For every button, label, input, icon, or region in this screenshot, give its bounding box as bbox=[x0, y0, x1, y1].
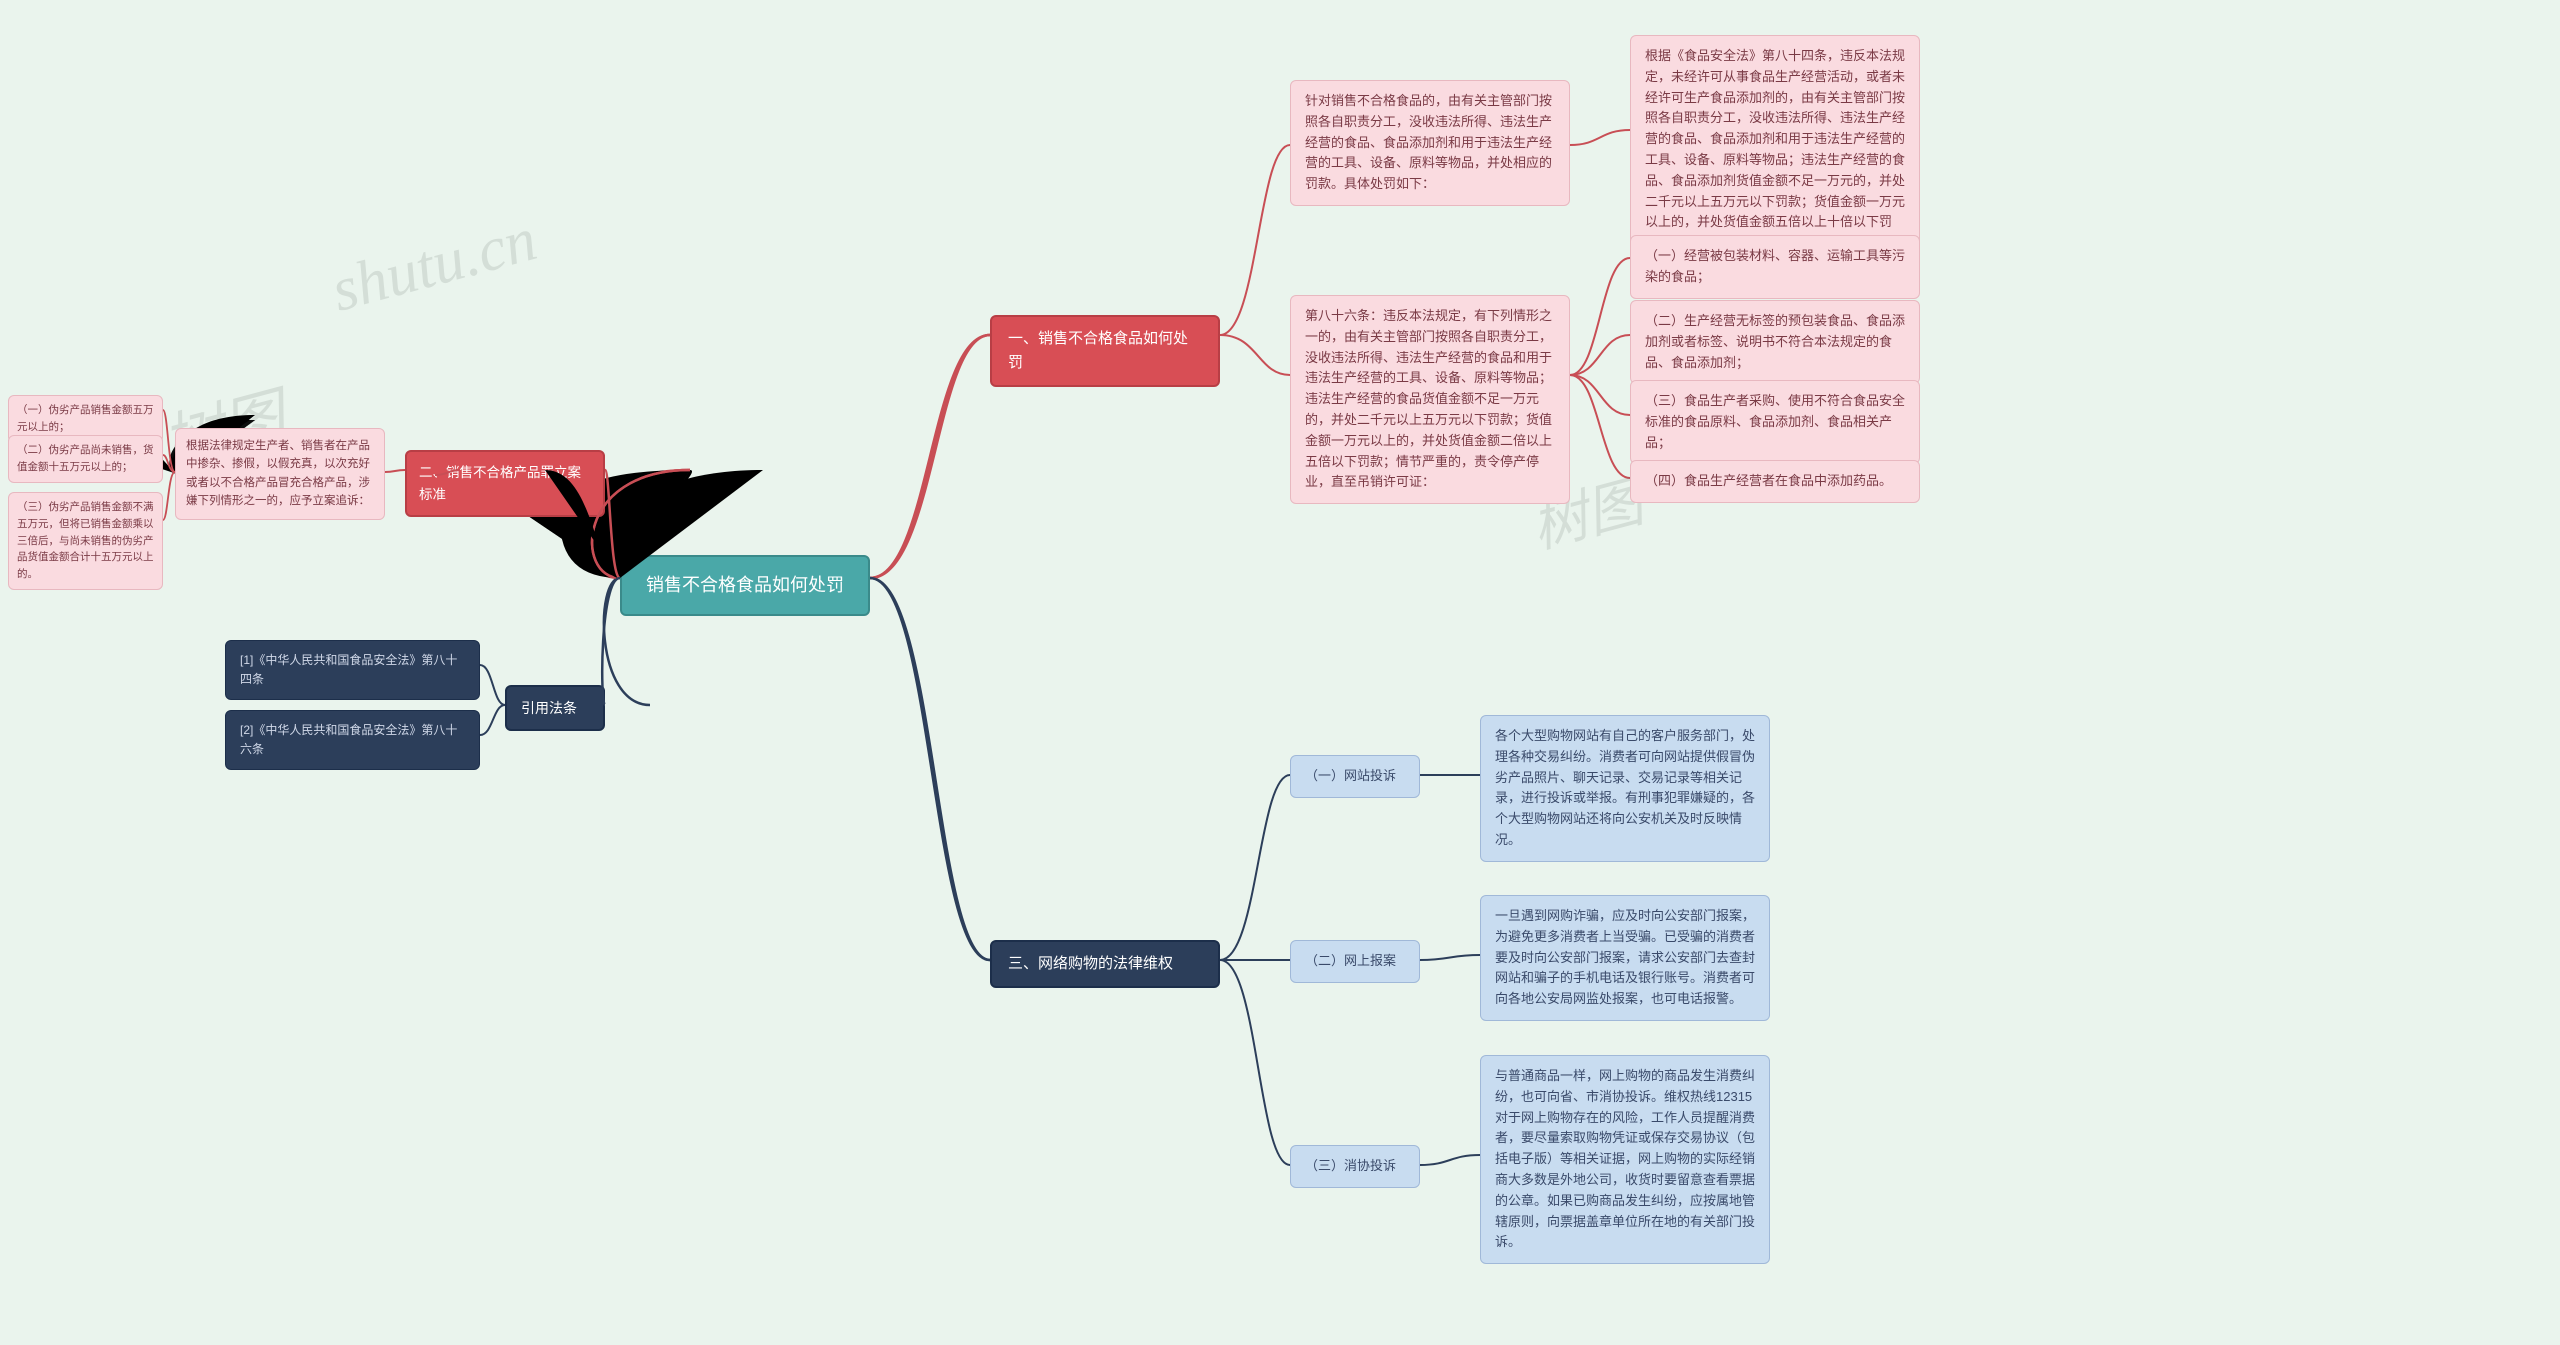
branch-2-node-1-c2[interactable]: （二）伪劣产品尚未销售，货值金额十五万元以上的； bbox=[8, 435, 163, 483]
branch-3-item-3[interactable]: （三）消协投诉 bbox=[1290, 1145, 1420, 1188]
branch-3-item-1-text[interactable]: 各个大型购物网站有自己的客户服务部门，处理各种交易纠纷。消费者可向网站提供假冒伪… bbox=[1480, 715, 1770, 862]
branch-4[interactable]: 引用法条 bbox=[505, 685, 605, 731]
branch-4-law-1[interactable]: [1]《中华人民共和国食品安全法》第八十四条 bbox=[225, 640, 480, 700]
branch-2-node-1-c3[interactable]: （三）伪劣产品销售金额不满五万元，但将已销售金额乘以三倍后，与尚未销售的伪劣产品… bbox=[8, 492, 163, 590]
branch-1[interactable]: 一、销售不合格食品如何处罚 bbox=[990, 315, 1220, 387]
branch-1-node-2-c1[interactable]: （一）经营被包装材料、容器、运输工具等污染的食品； bbox=[1630, 235, 1920, 299]
branch-1-node-2-c4[interactable]: （四）食品生产经营者在食品中添加药品。 bbox=[1630, 460, 1920, 503]
watermark-1: shutu.cn bbox=[324, 204, 544, 327]
root-node[interactable]: 销售不合格食品如何处罚 bbox=[620, 555, 870, 616]
branch-3-item-1[interactable]: （一）网站投诉 bbox=[1290, 755, 1420, 798]
branch-1-node-1[interactable]: 针对销售不合格食品的，由有关主管部门按照各自职责分工，没收违法所得、违法生产经营… bbox=[1290, 80, 1570, 206]
branch-2-node-1[interactable]: 根据法律规定生产者、销售者在产品中掺杂、掺假，以假充真，以次充好或者以不合格产品… bbox=[175, 428, 385, 520]
branch-2[interactable]: 二、销售不合格产品罪立案标准 bbox=[405, 450, 605, 517]
branch-3-item-3-text[interactable]: 与普通商品一样，网上购物的商品发生消费纠纷，也可向省、市消协投诉。维权热线123… bbox=[1480, 1055, 1770, 1264]
branch-1-node-2[interactable]: 第八十六条：违反本法规定，有下列情形之一的，由有关主管部门按照各自职责分工，没收… bbox=[1290, 295, 1570, 504]
branch-1-node-2-c2[interactable]: （二）生产经营无标签的预包装食品、食品添加剂或者标签、说明书不符合本法规定的食品… bbox=[1630, 300, 1920, 384]
branch-4-law-2[interactable]: [2]《中华人民共和国食品安全法》第八十六条 bbox=[225, 710, 480, 770]
branch-3-item-2[interactable]: （二）网上报案 bbox=[1290, 940, 1420, 983]
branch-1-node-1-child[interactable]: 根据《食品安全法》第八十四条，违反本法规定，未经许可从事食品生产经营活动，或者未… bbox=[1630, 35, 1920, 265]
branch-1-node-2-c3[interactable]: （三）食品生产者采购、使用不符合食品安全标准的食品原料、食品添加剂、食品相关产品… bbox=[1630, 380, 1920, 464]
branch-3-item-2-text[interactable]: 一旦遇到网购诈骗，应及时向公安部门报案，为避免更多消费者上当受骗。已受骗的消费者… bbox=[1480, 895, 1770, 1021]
branch-3[interactable]: 三、网络购物的法律维权 bbox=[990, 940, 1220, 988]
